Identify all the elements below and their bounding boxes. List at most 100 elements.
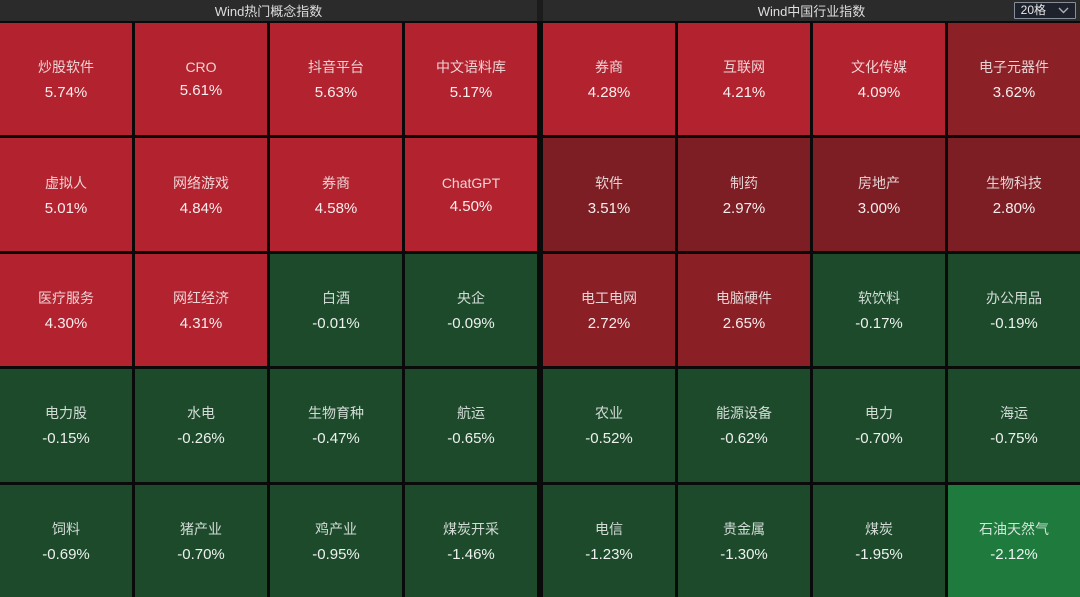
tile-name: 白酒 bbox=[322, 289, 350, 306]
tile-name: 农业 bbox=[595, 405, 623, 422]
tile-china-industry-6[interactable]: 房地产 3.00% bbox=[813, 138, 945, 251]
tile-name: 制药 bbox=[730, 174, 758, 191]
tile-name: CRO bbox=[185, 59, 217, 76]
tile-change-percent: -0.09% bbox=[447, 314, 495, 332]
tile-china-industry-11[interactable]: 办公用品 -0.19% bbox=[948, 253, 1080, 367]
tile-name: 房地产 bbox=[858, 174, 900, 191]
tile-china-industry-19[interactable]: 石油天然气 -2.12% bbox=[948, 484, 1080, 597]
tile-change-percent: 2.72% bbox=[587, 314, 631, 332]
tile-name: 抖音平台 bbox=[308, 59, 364, 76]
tile-china-industry-17[interactable]: 贵金属 -1.30% bbox=[678, 484, 810, 597]
tile-name: 能源设备 bbox=[716, 405, 772, 422]
tile-hot-concept-8[interactable]: 医疗服务 4.30% bbox=[0, 253, 132, 367]
tile-china-industry-8[interactable]: 电工电网 2.72% bbox=[543, 253, 675, 367]
tile-change-percent: -0.62% bbox=[720, 430, 768, 448]
tile-china-industry-13[interactable]: 能源设备 -0.62% bbox=[678, 369, 810, 482]
tile-china-industry-9[interactable]: 电脑硬件 2.65% bbox=[678, 253, 810, 367]
heatmap-grid-china-industry: 券商 4.28% 互联网 4.21% 文化传媒 4.09% 电子元器件 3.62% 软件 3.51… bbox=[543, 23, 1080, 597]
tile-china-industry-18[interactable]: 煤炭 -1.95% bbox=[813, 484, 945, 597]
tile-hot-concept-2[interactable]: 抖音平台 5.63% bbox=[270, 23, 402, 136]
tile-hot-concept-14[interactable]: 生物育种 -0.47% bbox=[270, 369, 402, 482]
tile-hot-concept-7[interactable]: ChatGPT 4.50% bbox=[405, 138, 537, 251]
tile-change-percent: 4.50% bbox=[449, 197, 493, 215]
heatmap-grid-hot-concept: 炒股软件 5.74% CRO 5.61% 抖音平台 5.63% 中文语料库 5.17% 虚拟人 5… bbox=[0, 23, 537, 597]
tile-name: 电工电网 bbox=[581, 289, 637, 306]
tile-hot-concept-10[interactable]: 白酒 -0.01% bbox=[270, 253, 402, 367]
tile-change-percent: -0.95% bbox=[312, 545, 360, 563]
tile-name: 航运 bbox=[457, 405, 485, 422]
tile-china-industry-1[interactable]: 互联网 4.21% bbox=[678, 23, 810, 136]
tile-china-industry-10[interactable]: 软饮料 -0.17% bbox=[813, 253, 945, 367]
tile-change-percent: -0.69% bbox=[42, 545, 90, 563]
tile-change-percent: 4.30% bbox=[44, 314, 88, 332]
tile-change-percent: -1.23% bbox=[585, 545, 633, 563]
tile-change-percent: 4.31% bbox=[179, 314, 223, 332]
tile-china-industry-2[interactable]: 文化传媒 4.09% bbox=[813, 23, 945, 136]
tile-name: 海运 bbox=[1000, 405, 1028, 422]
grid-size-select[interactable]: 20格 bbox=[1013, 2, 1076, 19]
tile-name: 网红经济 bbox=[173, 289, 229, 306]
tile-hot-concept-0[interactable]: 炒股软件 5.74% bbox=[0, 23, 132, 136]
tile-hot-concept-3[interactable]: 中文语料库 5.17% bbox=[405, 23, 537, 136]
tile-change-percent: -0.47% bbox=[312, 430, 360, 448]
tile-hot-concept-9[interactable]: 网红经济 4.31% bbox=[135, 253, 267, 367]
tile-hot-concept-5[interactable]: 网络游戏 4.84% bbox=[135, 138, 267, 251]
tile-change-percent: -0.01% bbox=[312, 314, 360, 332]
tile-name: 炒股软件 bbox=[38, 59, 94, 76]
tile-change-percent: -1.95% bbox=[855, 545, 903, 563]
tile-change-percent: 2.97% bbox=[722, 199, 766, 217]
tile-name: 煤炭 bbox=[865, 520, 893, 537]
tile-name: 生物科技 bbox=[986, 174, 1042, 191]
tile-hot-concept-12[interactable]: 电力股 -0.15% bbox=[0, 369, 132, 482]
tile-china-industry-7[interactable]: 生物科技 2.80% bbox=[948, 138, 1080, 251]
tile-change-percent: -1.30% bbox=[720, 545, 768, 563]
tile-change-percent: -0.75% bbox=[990, 430, 1038, 448]
tile-name: 生物育种 bbox=[308, 405, 364, 422]
tile-name: 软饮料 bbox=[858, 289, 900, 306]
tile-hot-concept-11[interactable]: 央企 -0.09% bbox=[405, 253, 537, 367]
tile-change-percent: -0.17% bbox=[855, 314, 903, 332]
tile-hot-concept-13[interactable]: 水电 -0.26% bbox=[135, 369, 267, 482]
tile-change-percent: 4.84% bbox=[179, 199, 223, 217]
tile-china-industry-0[interactable]: 券商 4.28% bbox=[543, 23, 675, 136]
tile-china-industry-4[interactable]: 软件 3.51% bbox=[543, 138, 675, 251]
tile-hot-concept-16[interactable]: 饲料 -0.69% bbox=[0, 484, 132, 597]
tile-change-percent: 5.01% bbox=[44, 199, 88, 217]
tile-china-industry-16[interactable]: 电信 -1.23% bbox=[543, 484, 675, 597]
tile-china-industry-3[interactable]: 电子元器件 3.62% bbox=[948, 23, 1080, 136]
tile-change-percent: -0.70% bbox=[855, 430, 903, 448]
tile-name: 互联网 bbox=[723, 59, 765, 76]
tile-china-industry-14[interactable]: 电力 -0.70% bbox=[813, 369, 945, 482]
tile-name: 电信 bbox=[595, 520, 623, 537]
tile-name: 贵金属 bbox=[723, 520, 765, 537]
tile-china-industry-12[interactable]: 农业 -0.52% bbox=[543, 369, 675, 482]
tile-change-percent: -2.12% bbox=[990, 545, 1038, 563]
header-divider bbox=[537, 0, 543, 21]
tile-name: 石油天然气 bbox=[979, 520, 1049, 537]
tile-hot-concept-18[interactable]: 鸡产业 -0.95% bbox=[270, 484, 402, 597]
tile-change-percent: 2.65% bbox=[722, 314, 766, 332]
tile-china-industry-15[interactable]: 海运 -0.75% bbox=[948, 369, 1080, 482]
tile-change-percent: 4.28% bbox=[587, 84, 631, 102]
tile-name: 饲料 bbox=[52, 520, 80, 537]
tile-change-percent: 5.17% bbox=[449, 84, 493, 102]
tile-change-percent: 4.58% bbox=[314, 199, 358, 217]
tile-name: 电力 bbox=[865, 405, 893, 422]
tile-china-industry-5[interactable]: 制药 2.97% bbox=[678, 138, 810, 251]
tile-hot-concept-1[interactable]: CRO 5.61% bbox=[135, 23, 267, 136]
tile-hot-concept-17[interactable]: 猪产业 -0.70% bbox=[135, 484, 267, 597]
tile-hot-concept-19[interactable]: 煤炭开采 -1.46% bbox=[405, 484, 537, 597]
tile-name: 文化传媒 bbox=[851, 59, 907, 76]
tile-change-percent: 4.21% bbox=[722, 84, 766, 102]
tile-hot-concept-4[interactable]: 虚拟人 5.01% bbox=[0, 138, 132, 251]
tile-change-percent: -0.19% bbox=[990, 314, 1038, 332]
tile-name: 鸡产业 bbox=[315, 520, 357, 537]
tile-hot-concept-15[interactable]: 航运 -0.65% bbox=[405, 369, 537, 482]
tile-name: 券商 bbox=[595, 59, 623, 76]
hot-concept-title: Wind热门概念指数 bbox=[214, 4, 323, 19]
header-row: Wind热门概念指数 Wind中国行业指数 20格 bbox=[0, 0, 1080, 21]
tile-change-percent: 5.61% bbox=[179, 82, 223, 100]
panel-divider bbox=[537, 23, 543, 597]
tile-name: 猪产业 bbox=[180, 520, 222, 537]
tile-hot-concept-6[interactable]: 券商 4.58% bbox=[270, 138, 402, 251]
